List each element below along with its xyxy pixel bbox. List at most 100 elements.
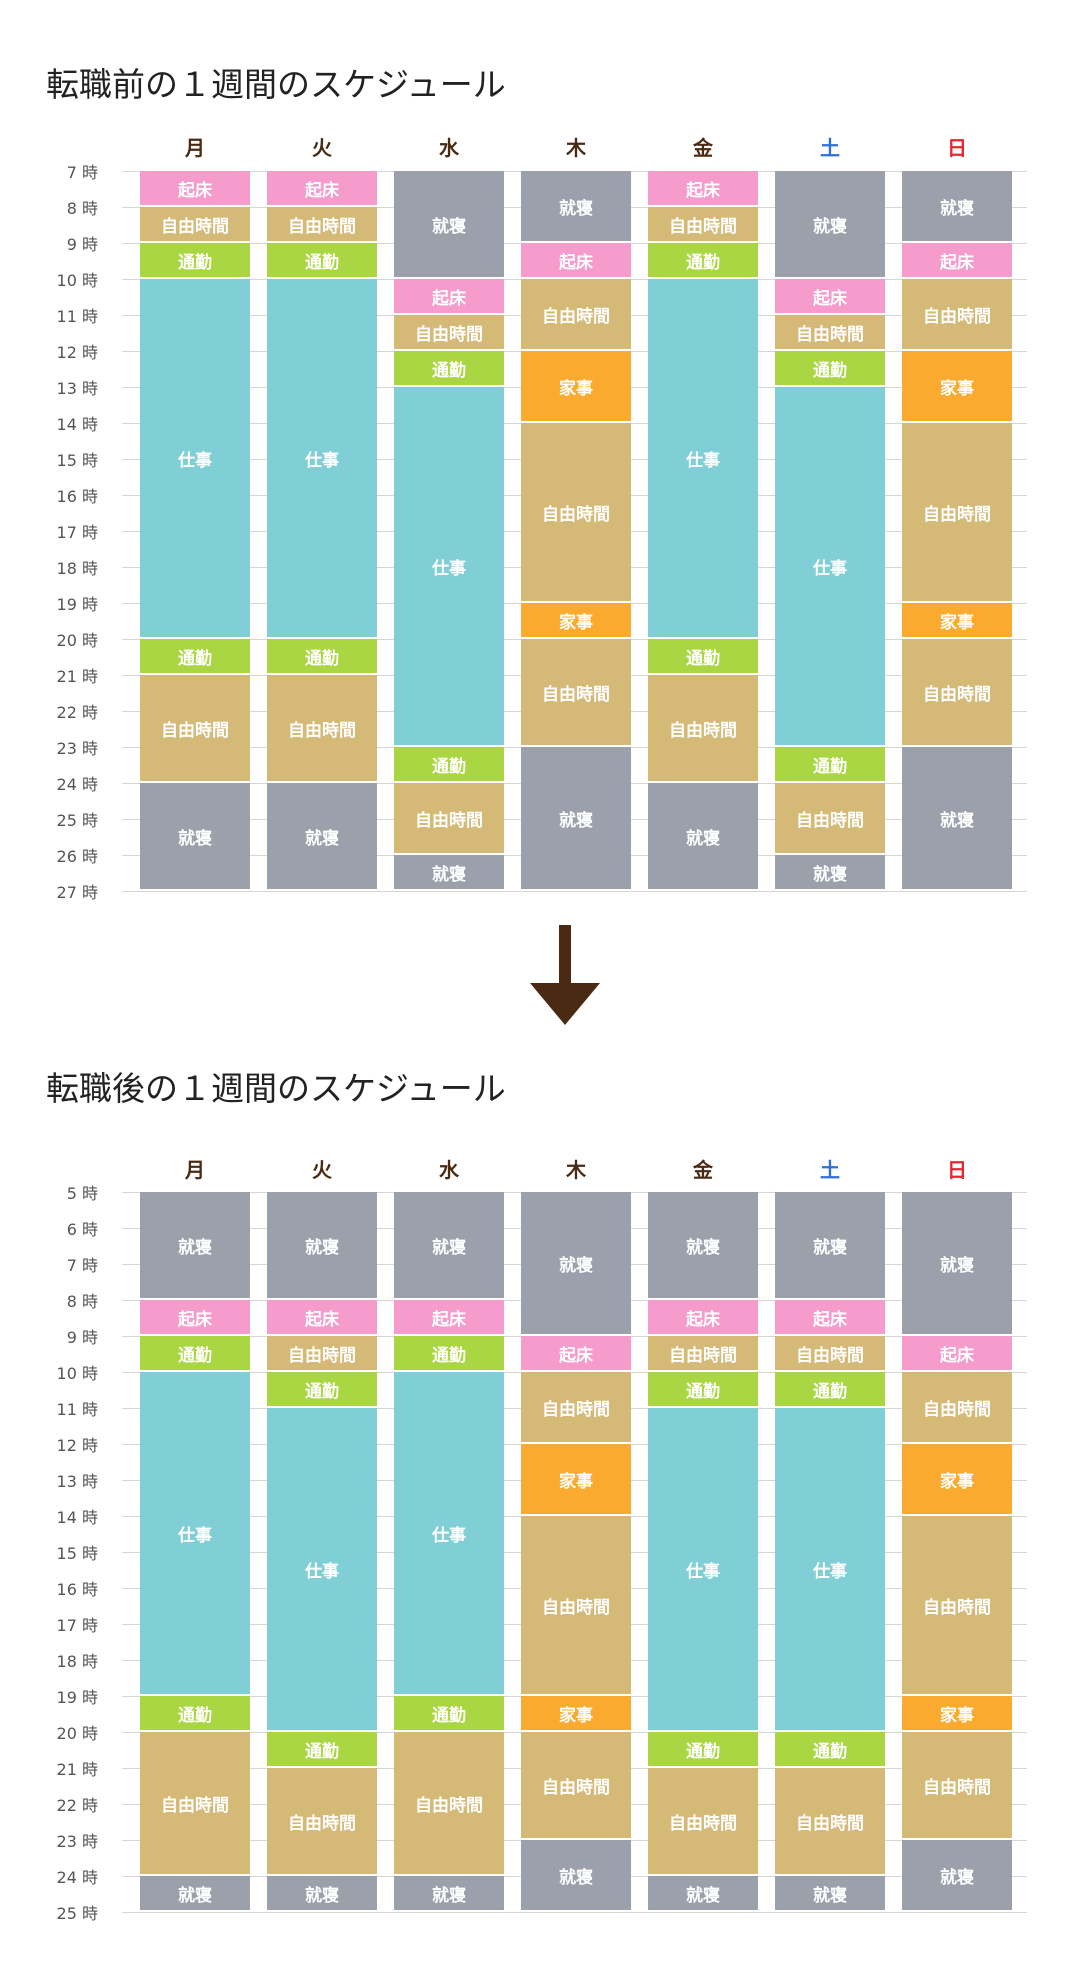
hour-tick-label: 21 時: [56, 1760, 98, 1779]
hour-tick-label: 14 時: [56, 415, 98, 434]
hour-tick-label: 18 時: [56, 1652, 98, 1671]
schedule-block: 家事: [902, 1696, 1012, 1732]
schedule-block: 通勤: [140, 639, 250, 675]
schedule-block: 自由時間: [140, 675, 250, 783]
schedule-block: 起床: [775, 1300, 885, 1336]
day-header: 月: [185, 136, 205, 160]
hour-tick-label: 7 時: [66, 1256, 98, 1275]
hour-tick-label: 13 時: [56, 379, 98, 398]
schedule-block: 通勤: [267, 1372, 377, 1408]
schedule-block: 通勤: [648, 243, 758, 279]
schedule-block: 家事: [521, 351, 631, 423]
schedule-block: 自由時間: [648, 1768, 758, 1876]
hour-tick-label: 19 時: [56, 595, 98, 614]
schedule-block: 自由時間: [648, 1336, 758, 1372]
schedule-block: 就寝: [140, 1876, 250, 1912]
schedule-block: 仕事: [140, 1372, 250, 1696]
schedule-block: 自由時間: [902, 1732, 1012, 1840]
schedule-block: 家事: [521, 1444, 631, 1516]
schedule-block: 自由時間: [394, 315, 504, 351]
schedule-block: 家事: [521, 1696, 631, 1732]
hour-gridline: [122, 891, 1027, 892]
hour-tick-label: 25 時: [56, 811, 98, 830]
schedule-block: 起床: [902, 1336, 1012, 1372]
schedule-block: 就寝: [394, 1876, 504, 1912]
schedule-block: 自由時間: [521, 1372, 631, 1444]
schedule-block: 自由時間: [902, 279, 1012, 351]
hour-tick-label: 10 時: [56, 1364, 98, 1383]
day-header: 金: [693, 136, 713, 160]
hour-tick-label: 20 時: [56, 1724, 98, 1743]
schedule-block: 通勤: [775, 351, 885, 387]
hour-tick-label: 25 時: [56, 1904, 98, 1923]
schedule-block: 通勤: [267, 639, 377, 675]
hour-tick-label: 21 時: [56, 667, 98, 686]
schedule-block: 就寝: [902, 1840, 1012, 1912]
schedule-block: 自由時間: [775, 315, 885, 351]
schedule-block: 通勤: [394, 351, 504, 387]
schedule-block: 自由時間: [775, 1336, 885, 1372]
hour-tick-label: 9 時: [66, 235, 98, 254]
hour-tick-label: 27 時: [56, 883, 98, 902]
day-header: 日: [947, 136, 967, 160]
schedule-block: 自由時間: [521, 1732, 631, 1840]
hour-tick-label: 5 時: [66, 1184, 98, 1203]
schedule-block: 起床: [140, 171, 250, 207]
schedule-block: 家事: [902, 603, 1012, 639]
hour-tick-label: 26 時: [56, 847, 98, 866]
schedule-block: 就寝: [267, 1876, 377, 1912]
schedule-block: 通勤: [775, 1732, 885, 1768]
schedule-block: 通勤: [648, 639, 758, 675]
hour-tick-label: 16 時: [56, 1580, 98, 1599]
schedule-block: 起床: [394, 1300, 504, 1336]
schedule-block: 起床: [648, 171, 758, 207]
schedule-block: 自由時間: [394, 1732, 504, 1876]
hour-tick-label: 13 時: [56, 1472, 98, 1491]
day-header: 水: [439, 136, 459, 160]
schedule-block: 就寝: [648, 1192, 758, 1300]
schedule-block: 就寝: [394, 171, 504, 279]
schedule-block: 就寝: [394, 855, 504, 891]
hour-tick-label: 6 時: [66, 1220, 98, 1239]
day-header: 水: [439, 1158, 459, 1182]
schedule-block: 通勤: [140, 1696, 250, 1732]
schedule-block: 就寝: [140, 783, 250, 891]
schedule-block: 就寝: [394, 1192, 504, 1300]
schedule-block: 家事: [521, 603, 631, 639]
schedule-block: 起床: [902, 243, 1012, 279]
schedule-block: 起床: [648, 1300, 758, 1336]
schedule-block: 通勤: [394, 747, 504, 783]
day-header: 木: [566, 1158, 586, 1182]
schedule-block: 起床: [267, 171, 377, 207]
schedule-block: 仕事: [267, 1408, 377, 1732]
schedule-block: 自由時間: [521, 1516, 631, 1696]
hour-tick-label: 19 時: [56, 1688, 98, 1707]
schedule-block: 就寝: [775, 171, 885, 279]
hour-tick-label: 16 時: [56, 487, 98, 506]
schedule-block: 起床: [521, 243, 631, 279]
schedule-block: 自由時間: [267, 207, 377, 243]
schedule-block: 自由時間: [521, 279, 631, 351]
day-header: 金: [693, 1158, 713, 1182]
schedule-block: 起床: [267, 1300, 377, 1336]
schedule-block: 自由時間: [648, 675, 758, 783]
day-header: 土: [820, 1158, 840, 1182]
hour-tick-label: 12 時: [56, 343, 98, 362]
schedule-block: 自由時間: [521, 639, 631, 747]
schedule-block: 就寝: [648, 783, 758, 891]
schedule-block: 家事: [902, 351, 1012, 423]
schedule-block: 就寝: [267, 1192, 377, 1300]
schedule-block: 仕事: [394, 387, 504, 747]
hour-tick-label: 18 時: [56, 559, 98, 578]
schedule-block: 通勤: [775, 1372, 885, 1408]
hour-tick-label: 20 時: [56, 631, 98, 650]
schedule-block: 仕事: [648, 1408, 758, 1732]
hour-tick-label: 15 時: [56, 451, 98, 470]
schedule-block: 通勤: [648, 1732, 758, 1768]
schedule-block: 自由時間: [775, 783, 885, 855]
schedule-block: 自由時間: [267, 1336, 377, 1372]
schedule-block: 通勤: [394, 1336, 504, 1372]
hour-tick-label: 23 時: [56, 739, 98, 758]
hour-tick-label: 17 時: [56, 1616, 98, 1635]
